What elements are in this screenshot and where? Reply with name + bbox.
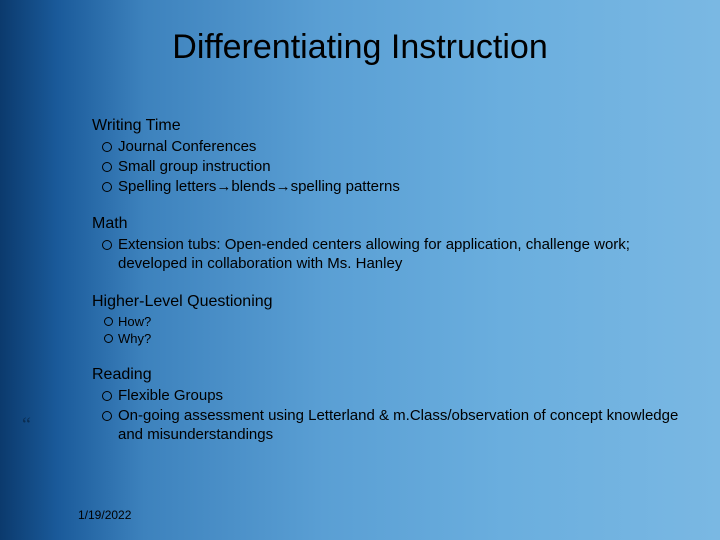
footer-date: 1/19/2022 xyxy=(78,508,131,522)
list-item: Spelling letters→blends→spelling pattern… xyxy=(92,178,690,197)
section-heading: Writing Time xyxy=(92,116,690,136)
section-heading: Higher-Level Questioning xyxy=(92,292,690,312)
list-item: Journal Conferences xyxy=(92,138,690,157)
quote-decoration-icon: “ xyxy=(22,414,31,437)
bullet-list: Flexible Groups On-going assessment usin… xyxy=(92,387,690,444)
slide-content: Writing Time Journal Conferences Small g… xyxy=(92,116,690,463)
slide: Differentiating Instruction Writing Time… xyxy=(0,0,720,540)
list-item: On-going assessment using Letterland & m… xyxy=(92,407,690,445)
bullet-list: How? Why? xyxy=(92,314,690,348)
bullet-list: Journal Conferences Small group instruct… xyxy=(92,138,690,196)
list-item: How? xyxy=(92,314,690,330)
section-heading: Math xyxy=(92,214,690,234)
section-math: Math Extension tubs: Open-ended centers … xyxy=(92,214,690,274)
section-questioning: Higher-Level Questioning How? Why? xyxy=(92,292,690,348)
list-item: Why? xyxy=(92,331,690,347)
list-item: Extension tubs: Open-ended centers allow… xyxy=(92,236,690,274)
bullet-list: Extension tubs: Open-ended centers allow… xyxy=(92,236,690,274)
slide-title: Differentiating Instruction xyxy=(0,28,720,67)
section-reading: Reading Flexible Groups On-going assessm… xyxy=(92,365,690,444)
list-item: Small group instruction xyxy=(92,158,690,177)
section-heading: Reading xyxy=(92,365,690,385)
section-writing: Writing Time Journal Conferences Small g… xyxy=(92,116,690,196)
list-item: Flexible Groups xyxy=(92,387,690,406)
